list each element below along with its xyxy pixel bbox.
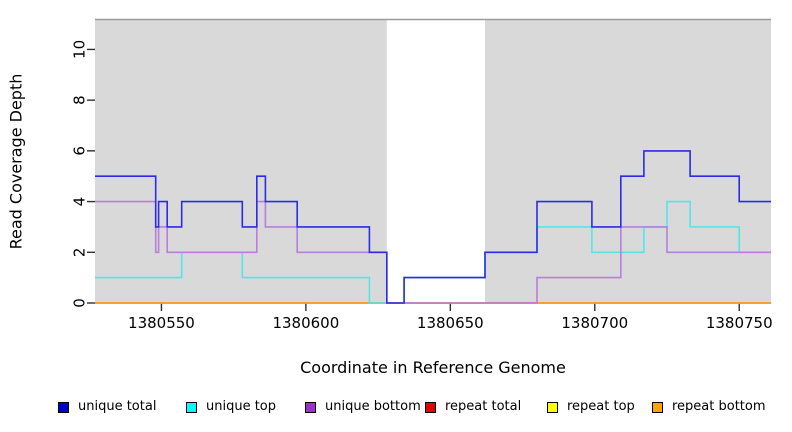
legend-label: unique total: [78, 399, 157, 414]
legend-label: repeat bottom: [672, 399, 766, 414]
y-tick-label: 6: [71, 146, 89, 156]
series-line-unique-bottom: [95, 200, 771, 304]
legend: unique total unique top unique bottom repea…: [0, 398, 792, 420]
shaded-region: [485, 19, 771, 303]
y-tick-label: 10: [71, 40, 89, 59]
shaded-region: [95, 19, 387, 303]
legend-swatch-icon: [305, 401, 316, 413]
legend-item-repeat-bottom: repeat bottom: [652, 398, 766, 416]
y-tick-label: 4: [71, 197, 89, 207]
legend-item-unique-total: unique total: [58, 398, 156, 416]
legend-item-unique-bottom: unique bottom: [305, 398, 421, 416]
x-tick-label: 1380600: [272, 314, 339, 332]
legend-swatch-icon: [652, 401, 663, 413]
legend-item-unique-top: unique top: [186, 398, 276, 416]
legend-swatch-icon: [547, 401, 558, 413]
legend-item-repeat-top: repeat top: [547, 398, 635, 416]
y-tick-label: 0: [71, 298, 89, 308]
legend-label: unique top: [206, 399, 277, 414]
series-line-unique-total: [95, 150, 771, 304]
x-tick-label: 1380700: [561, 314, 628, 332]
x-tick-label: 1380550: [128, 314, 195, 332]
legend-swatch-icon: [425, 401, 436, 413]
x-axis-title: Coordinate in Reference Genome: [300, 358, 566, 377]
legend-swatch-icon: [58, 401, 69, 413]
y-axis-title: Read Coverage Depth: [6, 73, 26, 250]
legend-label: repeat total: [445, 399, 522, 414]
y-tick-label: 8: [71, 95, 89, 105]
legend-label: unique bottom: [325, 399, 421, 414]
legend-swatch-icon: [186, 401, 197, 413]
x-tick-label: 1380650: [417, 314, 484, 332]
legend-item-repeat-total: repeat total: [425, 398, 521, 416]
x-tick-label: 1380750: [706, 314, 773, 332]
y-tick-label: 2: [71, 248, 89, 258]
legend-label: repeat top: [567, 399, 635, 414]
